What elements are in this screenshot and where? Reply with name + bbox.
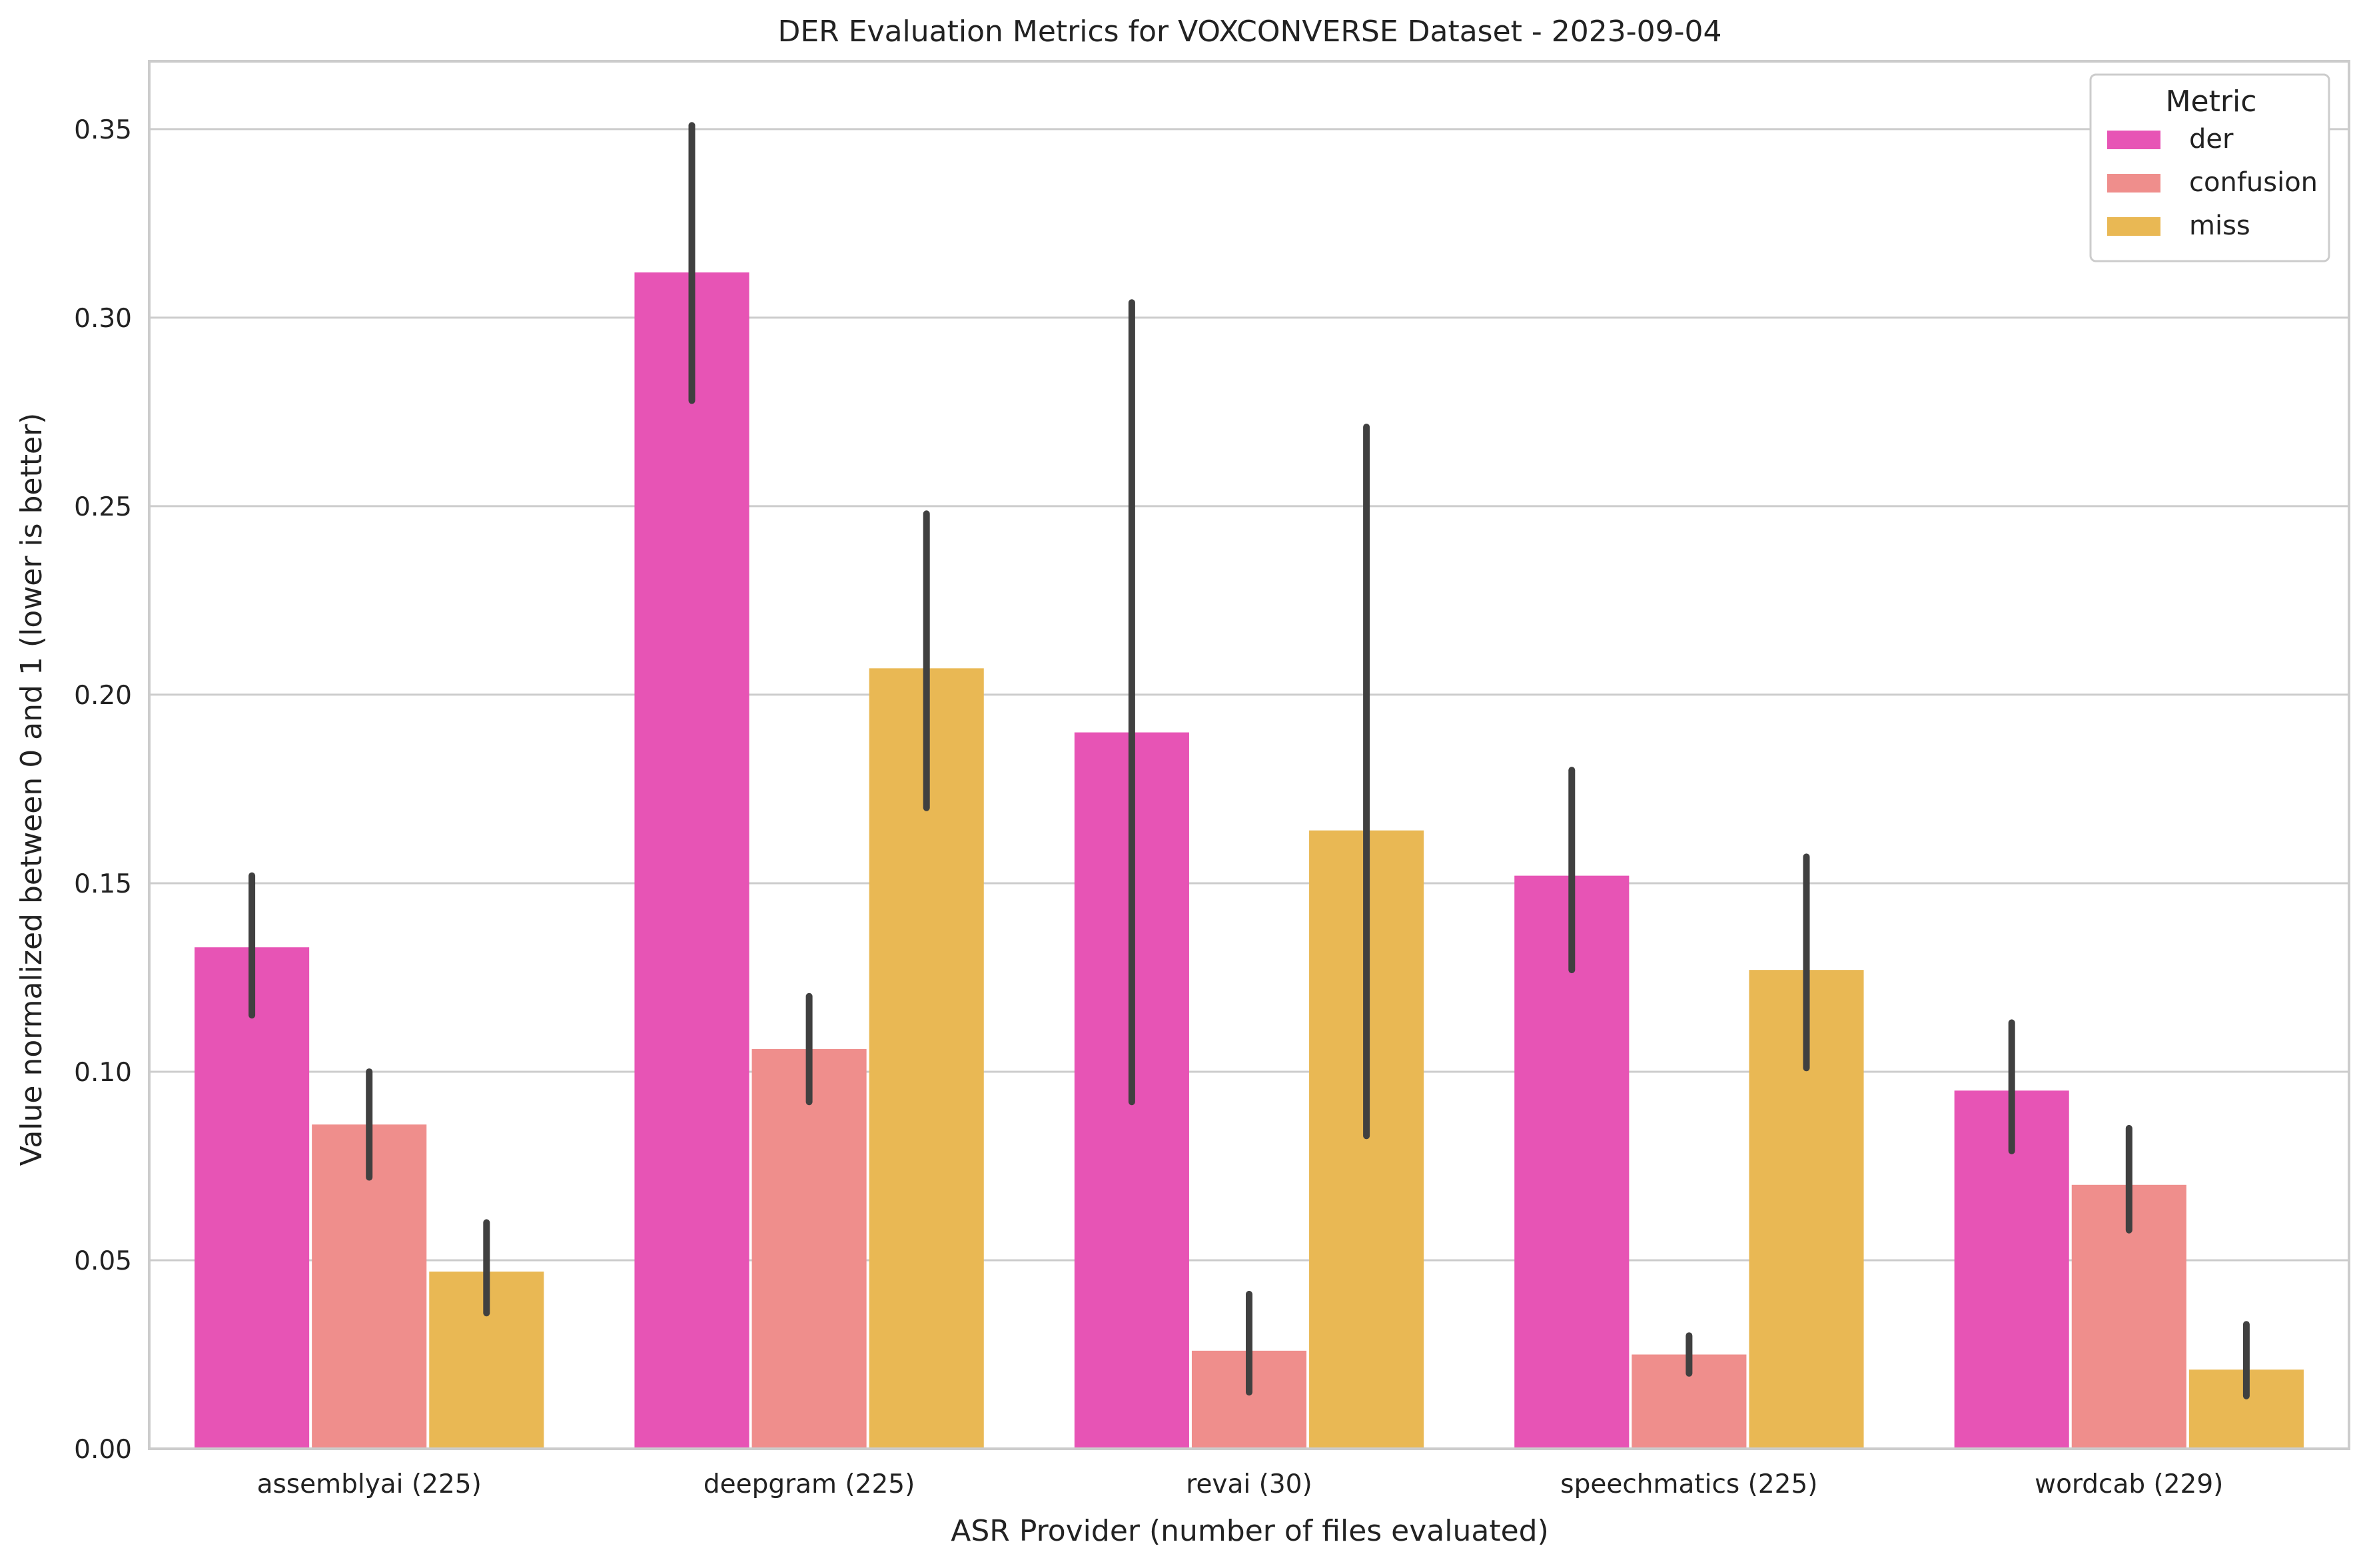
legend-title: Metric: [2166, 85, 2257, 119]
x-tick-label: deepgram (225): [704, 1469, 915, 1499]
gridlines: [149, 128, 2349, 1262]
x-tick-label: speechmatics (225): [1560, 1469, 1817, 1499]
y-tick-label: 0.30: [74, 304, 132, 334]
legend-label-miss: miss: [2189, 210, 2250, 241]
y-tick-label: 0.10: [74, 1058, 132, 1088]
legend-swatch-confusion: [2107, 174, 2160, 193]
y-axis-ticks: 0.00 0.05 0.10 0.15 0.20 0.25 0.30 0.35: [74, 115, 132, 1465]
bar-der: [634, 272, 749, 1449]
legend-frame: [2089, 73, 2330, 262]
legend: Metric der confusion miss: [2089, 73, 2330, 262]
x-tick-label: revai (30): [1186, 1469, 1312, 1499]
y-axis-title: Value normalized between 0 and 1 (lower …: [15, 413, 49, 1166]
legend-swatch-der: [2107, 131, 2160, 149]
legend-swatch-miss: [2107, 217, 2160, 236]
plot-frame: [148, 60, 2350, 1450]
chart-title: DER Evaluation Metrics for VOXCONVERSE D…: [778, 15, 1722, 49]
legend-label-confusion: confusion: [2189, 167, 2318, 198]
error-bars: [248, 122, 2250, 1399]
y-tick-label: 0.15: [74, 869, 132, 899]
legend-label-der: der: [2189, 124, 2234, 155]
y-tick-label: 0.00: [74, 1435, 132, 1465]
x-axis-title: ASR Provider (number of files evaluated): [951, 1514, 1549, 1548]
x-axis-ticks: assemblyai (225) deepgram (225) revai (30)…: [257, 1469, 2224, 1499]
bar-confusion: [751, 1049, 867, 1449]
x-tick-label: assemblyai (225): [257, 1469, 482, 1499]
y-tick-label: 0.05: [74, 1246, 132, 1276]
y-tick-label: 0.25: [74, 492, 132, 522]
legend-items: der confusion miss: [2107, 124, 2318, 241]
bars: [195, 272, 2304, 1449]
y-tick-label: 0.35: [74, 115, 132, 145]
y-tick-label: 0.20: [74, 681, 132, 711]
bar-der: [195, 947, 310, 1449]
x-tick-label: wordcab (229): [2035, 1469, 2223, 1499]
